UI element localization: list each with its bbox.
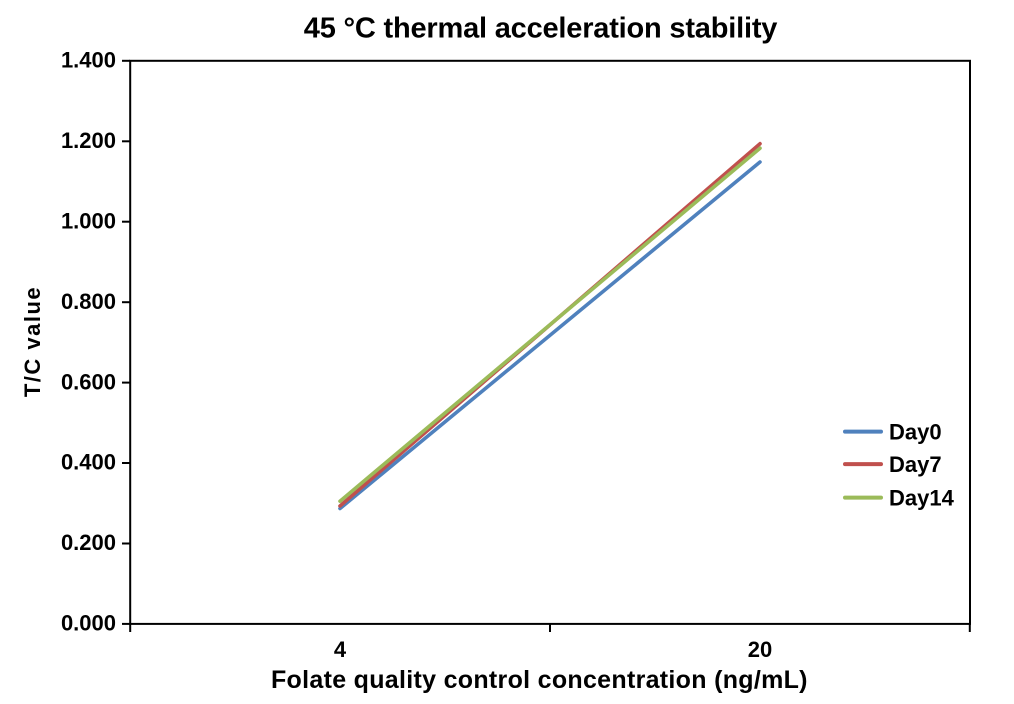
- svg-text:Day14: Day14: [889, 486, 955, 511]
- svg-text:45 °C thermal acceleration sta: 45 °C thermal acceleration stability: [304, 13, 777, 45]
- svg-text:T/C value: T/C value: [20, 286, 45, 397]
- svg-text:Day0: Day0: [889, 420, 942, 445]
- svg-text:1.200: 1.200: [61, 128, 116, 153]
- svg-text:4: 4: [334, 637, 347, 662]
- svg-text:Folate quality control concent: Folate quality control concentration (ng…: [271, 666, 808, 694]
- svg-text:0.800: 0.800: [61, 289, 116, 314]
- svg-text:0.600: 0.600: [61, 369, 116, 394]
- svg-text:Day7: Day7: [889, 452, 942, 477]
- svg-text:1.000: 1.000: [61, 208, 116, 233]
- svg-text:0.400: 0.400: [61, 450, 116, 475]
- svg-text:20: 20: [748, 637, 772, 662]
- svg-text:1.400: 1.400: [61, 48, 116, 73]
- svg-text:0.200: 0.200: [61, 530, 116, 555]
- svg-text:0.000: 0.000: [61, 611, 116, 636]
